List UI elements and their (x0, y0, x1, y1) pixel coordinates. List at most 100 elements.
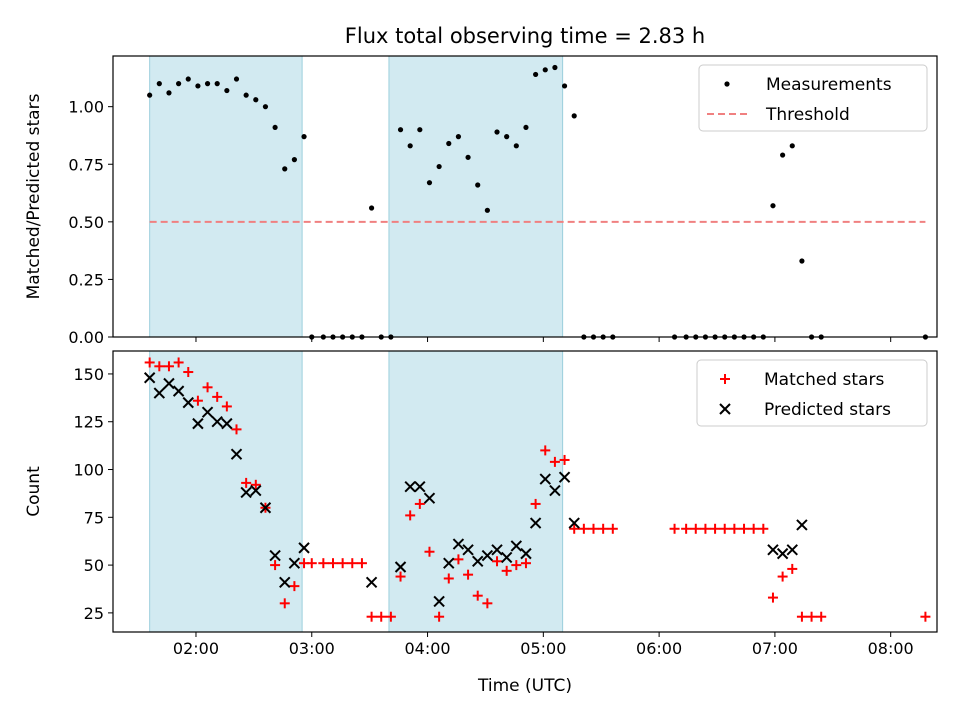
matched-star-point (356, 558, 367, 569)
predicted-star-point (365, 576, 378, 589)
measurement-point (426, 180, 433, 186)
shaded-interval (149, 350, 303, 633)
predicted-star-point (510, 540, 523, 552)
cross-b (298, 542, 310, 554)
legend-box (698, 64, 928, 132)
matched-star-point (816, 611, 827, 622)
y-tick-label: 25 (84, 604, 104, 623)
measurement-point (571, 113, 577, 119)
measurement-point (204, 81, 211, 87)
measurement-point (166, 90, 172, 96)
matched-star-point (806, 611, 817, 622)
cross-b (279, 576, 291, 589)
measurement-point (789, 143, 795, 149)
cross-b (201, 406, 214, 418)
matched-star-point (719, 523, 730, 534)
y-tick-label: 100 (73, 461, 104, 480)
predicted-star-point (462, 544, 474, 556)
matched-star-point (569, 523, 580, 534)
x-tick-label: 04:00 (404, 639, 450, 658)
predicted-star-point (288, 557, 301, 569)
cross-b (423, 492, 436, 504)
x-tick-label: 08:00 (868, 639, 914, 658)
y-tick-label: 1.00 (68, 98, 104, 117)
measurement-point (523, 124, 529, 131)
x-tick-label: 05:00 (520, 639, 566, 658)
predicted-star-point (539, 473, 551, 485)
matched-star-point (212, 391, 223, 402)
y-tick-label: 75 (84, 508, 104, 527)
measurement-point (504, 134, 510, 140)
matched-star-point (796, 611, 807, 622)
cross-b (153, 387, 166, 399)
cross-b (143, 372, 156, 384)
cross-b (462, 544, 474, 556)
matched-star-point (710, 523, 721, 534)
y-axis-label: Matched/Predicted stars (24, 93, 44, 299)
y-tick-label: 50 (84, 556, 104, 575)
predicted-star-point (767, 544, 779, 556)
predicted-star-point (491, 544, 503, 556)
cross-b (365, 576, 378, 589)
predicted-star-point (153, 387, 166, 399)
y-tick-label: 150 (73, 365, 104, 384)
cross-b (520, 547, 532, 560)
matched-star-point (221, 401, 232, 412)
x-tick-label: 07:00 (752, 639, 798, 658)
predicted-star-point (481, 549, 494, 562)
matched-star-point (337, 558, 348, 569)
cross-b (192, 417, 204, 430)
matched-star-point (443, 573, 454, 584)
matched-star-point (202, 382, 213, 393)
matched-star-point (424, 546, 435, 557)
matched-star-point (385, 611, 396, 622)
measurement-point (282, 166, 288, 172)
cross-b (549, 484, 561, 497)
cross-b (414, 481, 426, 493)
measurement-point (484, 207, 490, 213)
cross-b (510, 540, 523, 552)
y-axis-label: Count (24, 466, 44, 517)
legend-cross-b (719, 403, 731, 415)
predicted-star-point (796, 519, 808, 531)
matched-star-point (318, 558, 329, 569)
predicted-star-point (549, 484, 561, 497)
matched-star-point (192, 395, 203, 406)
predicted-star-point (279, 576, 291, 589)
matched-star-point (241, 477, 252, 488)
predicted-star-point (404, 481, 416, 493)
measurement-point (475, 182, 481, 188)
predicted-star-point (172, 385, 185, 397)
x-tick-label: 03:00 (289, 639, 335, 658)
cross-b (240, 486, 252, 499)
predicted-star-point (269, 549, 281, 562)
matched-star-point (669, 523, 680, 534)
matched-star-point (492, 556, 503, 567)
cross-b (539, 473, 551, 485)
predicted-star-point (192, 417, 204, 430)
matched-star-point (767, 592, 778, 603)
y-tick-label: 125 (73, 413, 104, 432)
y-tick-label: 0.25 (68, 270, 104, 289)
top-panel: 0.00 0.25 0.50 0.75 1.00 Matched/Predicted st… (24, 24, 938, 347)
axes-frame (112, 350, 938, 633)
matched-star-point (787, 563, 798, 574)
matched-star-point (588, 523, 599, 534)
predicted-star-point (500, 551, 513, 564)
measurement-point (455, 134, 462, 140)
matched-star-point (279, 598, 290, 609)
cross-b (433, 595, 445, 608)
legend-label: Matched stars (764, 370, 884, 390)
cross-b (767, 544, 779, 556)
matched-star-point (472, 590, 483, 601)
legend-label: Predicted stars (764, 400, 891, 420)
measurement-point (552, 64, 558, 71)
measurement-point (494, 129, 500, 135)
cross-b (221, 417, 233, 430)
predicted-star-point (568, 517, 580, 529)
measurement-point (156, 81, 162, 87)
matched-star-point (289, 581, 300, 592)
predicted-star-point (250, 484, 262, 497)
measurement-point (224, 87, 230, 94)
